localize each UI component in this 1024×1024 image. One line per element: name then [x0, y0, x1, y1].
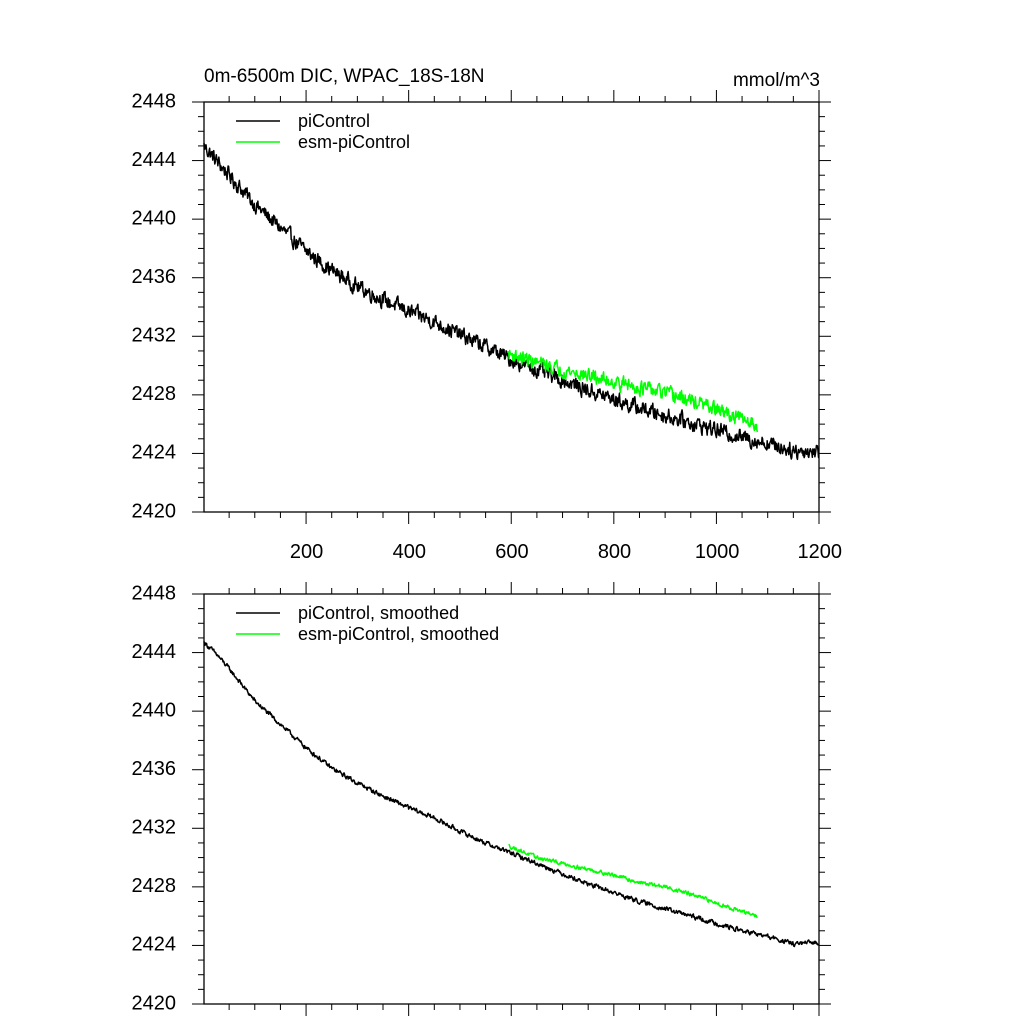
top-y-tick-label-2436: 2436 — [132, 266, 177, 288]
bottom-y-tick-label-2448: 2448 — [132, 582, 177, 604]
top-x-tick-label-800: 800 — [598, 541, 631, 563]
top-legend-label-picontrol: piControl — [298, 111, 370, 131]
top-x-tick-label-400: 400 — [393, 541, 426, 563]
top-y-tick-label-2444: 2444 — [132, 149, 177, 171]
top-panel-frame — [203, 101, 820, 513]
bottom-series-line-picontrol-smoothed — [203, 641, 820, 948]
bottom-legend-label-esm-picontrol-smoothed: esm-piControl, smoothed — [298, 624, 499, 644]
top-y-tick-label-2432: 2432 — [132, 325, 177, 347]
top-panel-series — [203, 143, 820, 461]
top-x-tick-label-1200: 1200 — [798, 541, 843, 563]
top-y-tick-label-2428: 2428 — [132, 383, 177, 405]
bottom-panel-ticks — [192, 582, 831, 1016]
top-panel-units: mmol/m^3 — [733, 70, 820, 91]
top-legend: piControl esm-piControl — [236, 111, 410, 152]
top-legend-label-esm-picontrol: esm-piControl — [298, 132, 410, 152]
top-series-line-esm-picontrol — [507, 349, 759, 433]
bottom-y-tick-label-2436: 2436 — [132, 758, 177, 780]
top-x-tick-label-600: 600 — [495, 541, 528, 563]
bottom-y-tick-label-2424: 2424 — [132, 934, 177, 956]
bottom-y-tick-label-2432: 2432 — [132, 817, 177, 839]
top-panel: 0m-6500m DIC, WPAC_18S-18N mmol/m^3 2420… — [132, 66, 843, 563]
top-y-tick-label-2448: 2448 — [132, 90, 177, 112]
bottom-legend: piControl, smoothed esm-piControl, smoot… — [236, 603, 499, 644]
bottom-y-tick-label-2440: 2440 — [132, 699, 177, 721]
bottom-panel-series — [203, 641, 820, 948]
top-y-tick-label-2420: 2420 — [132, 500, 177, 522]
top-y-tick-label-2440: 2440 — [132, 207, 177, 229]
top-x-tick-label-1000: 1000 — [695, 541, 740, 563]
bottom-panel: 2420 2424 2428 2432 2436 2440 2444 2448 … — [132, 582, 831, 1016]
bottom-y-tick-label-2420: 2420 — [132, 992, 177, 1014]
top-series-line-picontrol — [203, 143, 820, 461]
top-y-tick-label-2424: 2424 — [132, 442, 177, 464]
top-panel-title: 0m-6500m DIC, WPAC_18S-18N — [204, 66, 485, 87]
bottom-series-line-esm-picontrol-smoothed — [508, 843, 758, 919]
top-panel-ticks — [192, 90, 831, 524]
bottom-y-tick-label-2444: 2444 — [132, 641, 177, 663]
top-x-tick-label-200: 200 — [290, 541, 323, 563]
bottom-panel-frame — [203, 593, 820, 1005]
bottom-legend-label-picontrol-smoothed: piControl, smoothed — [298, 603, 459, 623]
bottom-y-tick-label-2428: 2428 — [132, 875, 177, 897]
